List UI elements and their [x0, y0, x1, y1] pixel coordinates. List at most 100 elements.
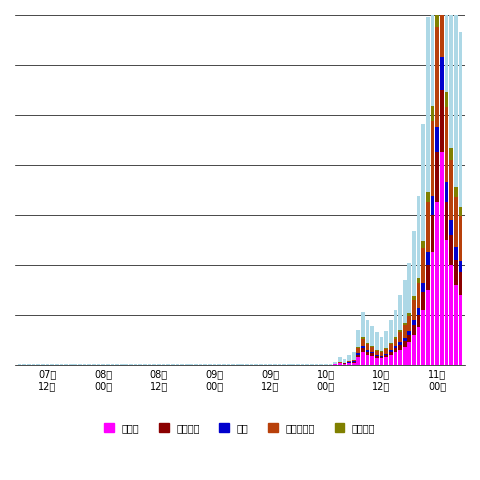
- Bar: [449, 148, 453, 160]
- Bar: [380, 357, 384, 358]
- Bar: [384, 354, 388, 355]
- Bar: [421, 292, 425, 310]
- Bar: [366, 355, 370, 364]
- Bar: [449, 160, 453, 220]
- Bar: [444, 202, 448, 240]
- Bar: [389, 321, 393, 343]
- Bar: [440, 152, 444, 364]
- Bar: [431, 252, 434, 364]
- Bar: [449, 220, 453, 235]
- Bar: [408, 342, 411, 364]
- Bar: [412, 296, 416, 300]
- Bar: [412, 335, 416, 364]
- Bar: [357, 353, 360, 355]
- Bar: [426, 17, 430, 192]
- Bar: [408, 316, 411, 331]
- Bar: [347, 355, 351, 361]
- Bar: [454, 247, 457, 260]
- Bar: [343, 363, 346, 364]
- Bar: [343, 359, 346, 362]
- Bar: [380, 352, 384, 356]
- Bar: [380, 351, 384, 352]
- Bar: [421, 248, 425, 283]
- Bar: [338, 362, 342, 363]
- Bar: [421, 283, 425, 292]
- Bar: [417, 314, 420, 327]
- Bar: [398, 330, 402, 332]
- Bar: [421, 241, 425, 248]
- Bar: [403, 347, 407, 364]
- Bar: [357, 355, 360, 357]
- Bar: [352, 360, 356, 361]
- Bar: [394, 310, 397, 337]
- Bar: [375, 350, 379, 355]
- Bar: [444, 182, 448, 202]
- Bar: [408, 263, 411, 312]
- Bar: [444, 240, 448, 364]
- Bar: [394, 339, 397, 347]
- Bar: [431, 106, 434, 121]
- Bar: [449, 235, 453, 264]
- Bar: [338, 357, 342, 362]
- Bar: [394, 337, 397, 339]
- Bar: [412, 324, 416, 335]
- Bar: [454, 0, 457, 187]
- Bar: [412, 320, 416, 324]
- Bar: [394, 348, 397, 352]
- Bar: [361, 352, 365, 364]
- Bar: [366, 321, 370, 343]
- Bar: [421, 124, 425, 241]
- Bar: [449, 0, 453, 148]
- Bar: [375, 332, 379, 350]
- Bar: [338, 363, 342, 364]
- Bar: [426, 264, 430, 289]
- Bar: [403, 323, 407, 325]
- Bar: [431, 215, 434, 252]
- Bar: [426, 192, 430, 202]
- Bar: [412, 300, 416, 320]
- Bar: [398, 332, 402, 342]
- Bar: [371, 326, 374, 346]
- Bar: [458, 295, 462, 364]
- Bar: [458, 32, 462, 207]
- Bar: [352, 352, 356, 360]
- Bar: [431, 0, 434, 106]
- Bar: [384, 357, 388, 364]
- Bar: [398, 345, 402, 349]
- Bar: [384, 355, 388, 357]
- Bar: [435, 27, 439, 127]
- Bar: [417, 308, 420, 314]
- Bar: [389, 350, 393, 351]
- Bar: [375, 355, 379, 356]
- Bar: [380, 356, 384, 357]
- Bar: [357, 348, 360, 353]
- Bar: [371, 353, 374, 356]
- Bar: [333, 362, 337, 363]
- Bar: [444, 108, 448, 182]
- Bar: [371, 346, 374, 347]
- Bar: [380, 358, 384, 364]
- Bar: [375, 356, 379, 358]
- Bar: [403, 280, 407, 323]
- Bar: [366, 343, 370, 344]
- Bar: [389, 343, 393, 344]
- Bar: [440, 90, 444, 152]
- Bar: [454, 197, 457, 247]
- Bar: [421, 310, 425, 364]
- Bar: [375, 358, 379, 364]
- Bar: [361, 348, 365, 352]
- Bar: [380, 336, 384, 351]
- Bar: [458, 272, 462, 295]
- Bar: [371, 352, 374, 353]
- Bar: [357, 357, 360, 364]
- Bar: [389, 355, 393, 364]
- Bar: [347, 363, 351, 364]
- Bar: [458, 207, 462, 216]
- Bar: [384, 349, 388, 354]
- Bar: [361, 312, 365, 337]
- Bar: [357, 330, 360, 348]
- Bar: [384, 348, 388, 349]
- Bar: [435, 8, 439, 27]
- Bar: [435, 202, 439, 364]
- Bar: [408, 335, 411, 342]
